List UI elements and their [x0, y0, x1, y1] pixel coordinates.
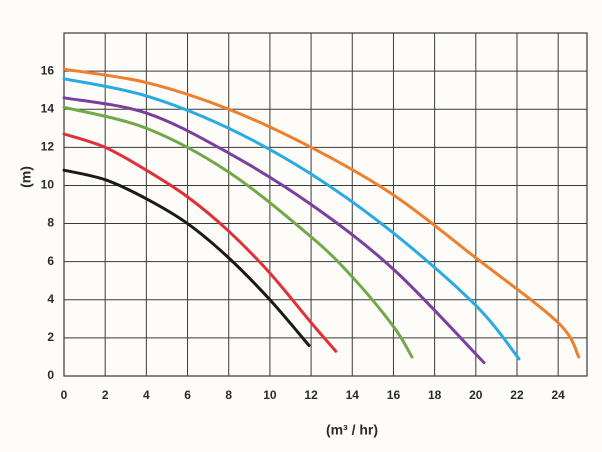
- x-axis-label: (m³ / hr): [326, 422, 378, 438]
- pump-curve: [62, 96, 486, 365]
- y-tick-label: 0: [47, 368, 54, 382]
- y-tick-label: 4: [47, 292, 54, 306]
- pump-curve: [62, 77, 521, 361]
- x-tick-label: 8: [225, 388, 232, 402]
- x-tick-label: 4: [143, 388, 150, 402]
- x-tick-label: 0: [61, 388, 68, 402]
- x-tick-label: 2: [102, 388, 109, 402]
- pump-curve: [62, 67, 581, 359]
- y-axis-label: (m): [18, 166, 34, 188]
- x-tick-label: 6: [184, 388, 191, 402]
- x-tick-label: 10: [263, 388, 277, 402]
- x-tick-label: 18: [428, 388, 442, 402]
- y-tick-label: 2: [47, 330, 54, 344]
- y-tick-label: 14: [41, 101, 55, 115]
- pump-curve: [62, 168, 311, 348]
- x-tick-label: 24: [551, 388, 565, 402]
- y-tick-label: 10: [41, 178, 55, 192]
- x-tick-label: 20: [469, 388, 483, 402]
- pump-curve: [62, 132, 338, 353]
- y-tick-label: 6: [47, 254, 54, 268]
- y-tick-label: 8: [47, 216, 54, 230]
- x-tick-label: 22: [510, 388, 524, 402]
- y-tick-label: 12: [41, 140, 55, 154]
- x-tick-label: 14: [346, 388, 360, 402]
- x-tick-label: 12: [304, 388, 318, 402]
- plot-area: [63, 32, 588, 377]
- y-tick-label: 16: [41, 63, 55, 77]
- pump-curve: [62, 105, 414, 359]
- x-tick-label: 16: [387, 388, 401, 402]
